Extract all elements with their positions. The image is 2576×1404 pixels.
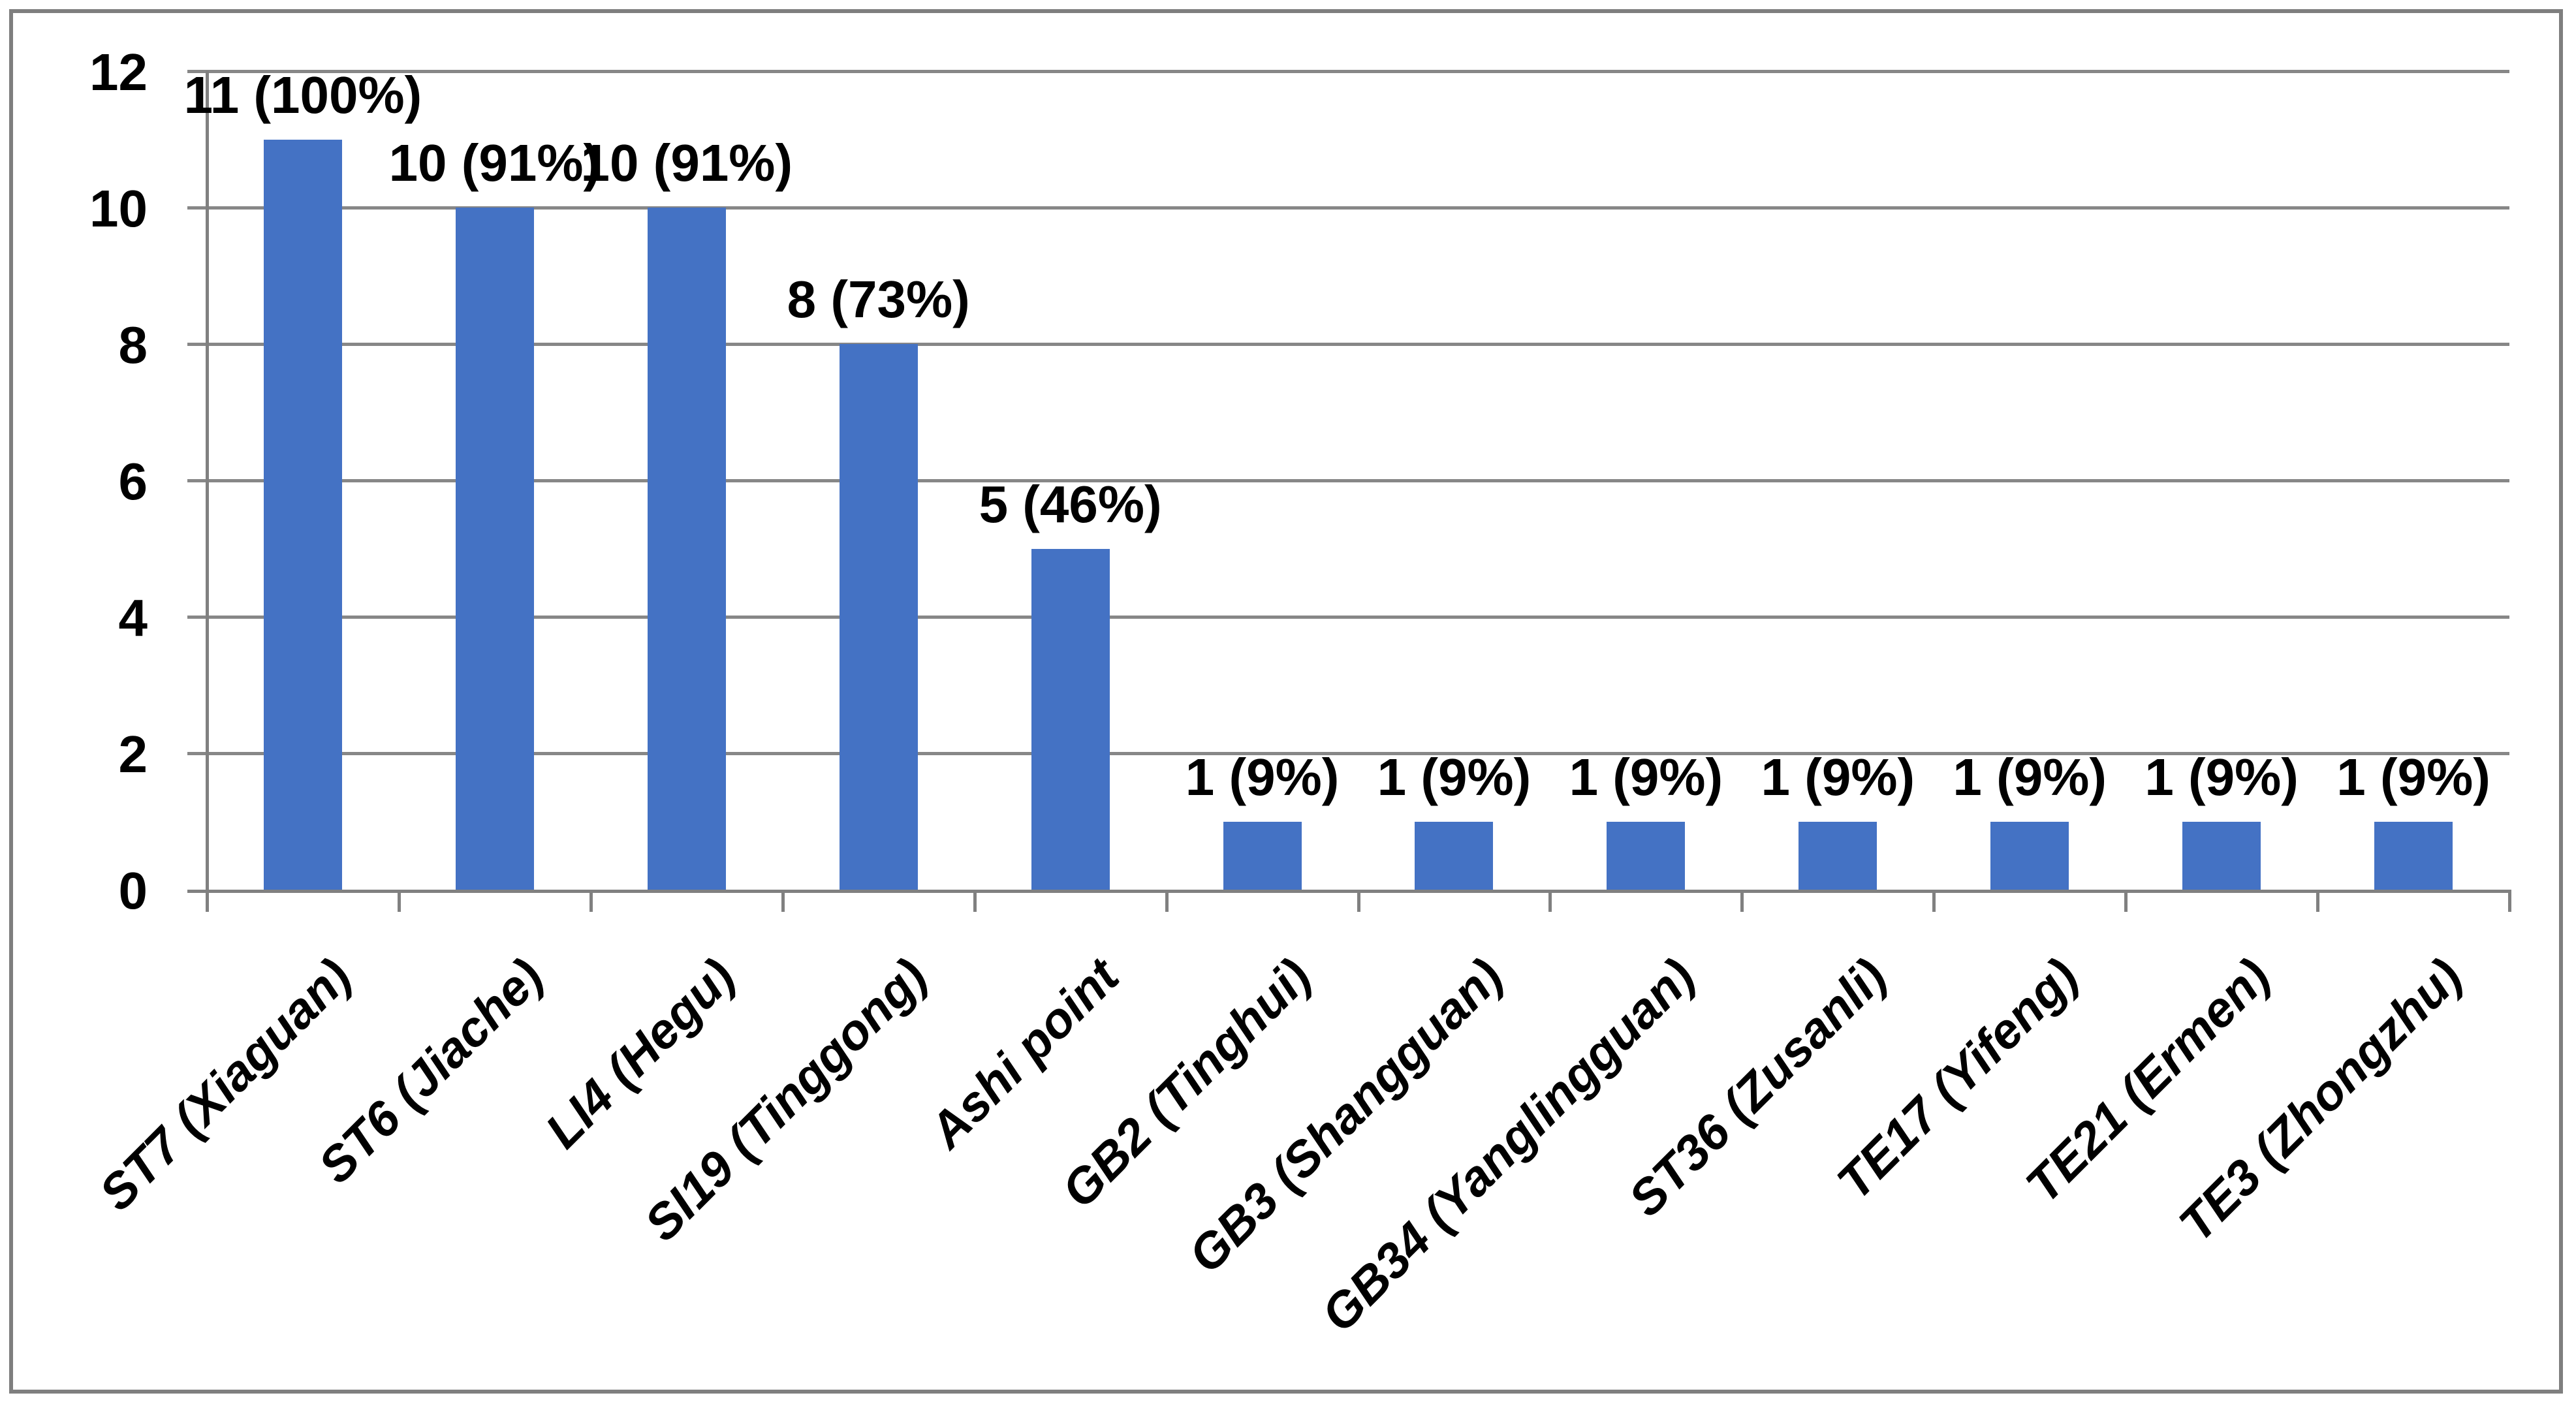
bar [2182,821,2261,891]
x-axis-tick [1548,890,1552,912]
y-axis-line [206,71,209,912]
bar [263,139,342,891]
major-gridline [187,616,2509,619]
x-axis-tick [973,890,977,912]
y-tick-label: 4 [118,589,148,647]
major-gridline [187,70,2509,73]
bar [1031,548,1110,891]
x-axis-tick [1357,890,1360,912]
y-tick-label: 12 [89,43,148,101]
y-tick-label: 0 [118,862,148,920]
bar-data-label: 11 (100%) [183,65,422,124]
major-gridline [187,206,2509,210]
major-gridline [187,752,2509,755]
x-axis-line [187,890,2509,893]
bar [1798,821,1877,891]
bar [1223,821,1302,891]
x-axis-tick [1165,890,1169,912]
bar [1990,821,2069,891]
bar [1607,821,1686,891]
major-gridline [187,479,2509,482]
x-axis-tick [397,890,401,912]
bar [2374,821,2453,891]
bar-data-label: 1 (9%) [1953,747,2107,806]
x-axis-tick [2508,890,2511,912]
bar-data-label: 10 (91%) [388,134,601,192]
chart-border [9,9,2563,1394]
bar-data-label: 1 (9%) [2336,747,2490,806]
bar-data-label: 1 (9%) [1569,747,1723,806]
y-tick-label: 8 [118,316,148,374]
bar-data-label: 8 (73%) [787,270,970,328]
bar [455,208,534,891]
x-axis-tick [781,890,785,912]
bar-data-label: 10 (91%) [580,134,793,192]
x-axis-tick [1740,890,1744,912]
bar-data-label: 1 (9%) [2144,747,2299,806]
x-axis-tick [1932,890,1936,912]
bar-data-label: 1 (9%) [1185,747,1340,806]
bar [1415,821,1494,891]
bar [839,344,918,891]
y-tick-label: 10 [89,179,148,238]
x-axis-tick [589,890,593,912]
y-tick-label: 2 [118,725,148,783]
x-axis-tick [2316,890,2320,912]
bar-data-label: 1 (9%) [1377,747,1531,806]
bar-data-label: 1 (9%) [1761,747,1915,806]
bar-data-label: 5 (46%) [979,475,1162,533]
x-axis-tick [206,890,209,912]
bar [647,208,726,891]
major-gridline [187,343,2509,346]
y-tick-label: 6 [118,452,148,510]
x-axis-tick [2124,890,2128,912]
